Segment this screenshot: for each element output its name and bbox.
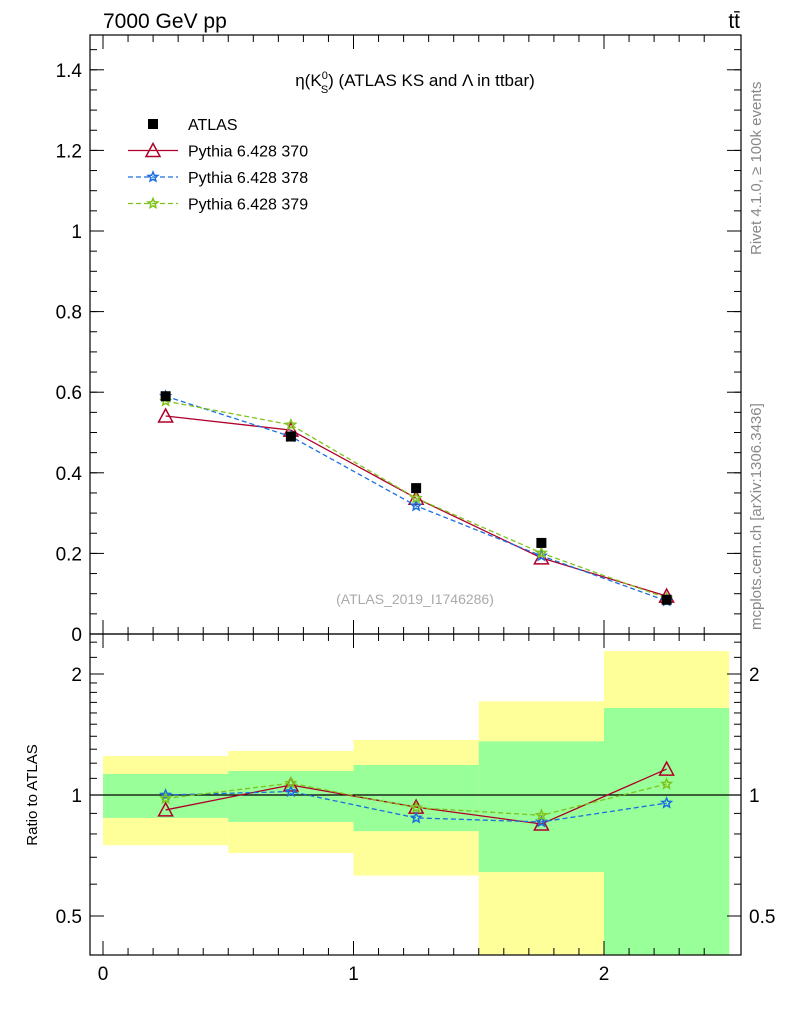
ratio-point [534,808,548,821]
data-point [409,498,423,512]
legend-label: Pythia 6.428 370 [188,144,308,161]
ratio-y-tick-label: 2 [749,665,760,686]
data-point [284,417,298,431]
ratio-point [658,760,675,776]
x-tick-label: 1 [348,964,359,985]
y-tick-label: 0.4 [56,464,83,485]
ratio-band-inner [478,741,604,873]
legend-marker [148,119,158,129]
x-tick-label: 2 [599,964,610,985]
ratio-point [660,796,674,809]
y-tick-label: 0.6 [56,383,82,404]
series-line-2 [165,395,667,602]
y-tick-label: 0 [71,625,82,646]
ratio-y-tick-label: 0.5 [56,907,82,928]
y-tick-label: 1 [71,222,82,243]
mcplots-label: mcplots.cern.ch [arXiv:1306.3436] [748,403,765,630]
x-tick-label: 0 [98,964,109,985]
ratio-point [284,776,298,789]
ratio-line-2 [165,790,667,823]
legend-marker [146,170,160,183]
ratio-point [409,810,423,824]
data-point [409,491,423,504]
ratio-line-3 [165,782,667,816]
atlas-data-point [536,537,547,548]
y-tick-label: 0.8 [56,303,82,324]
energy-label: 7000 GeV pp [103,10,227,33]
ratio-point [284,784,298,798]
chart-title: η(K0 S) (ATLAS KS and Λ in ttbar) [295,70,535,96]
atlas-data-point [661,594,672,605]
series-line-3 [165,400,667,599]
y-tick-label: 1.2 [56,141,82,162]
ratio-band-inner [604,708,730,955]
atlas-data-point [285,431,296,442]
legend-label: Pythia 6.428 379 [188,197,308,214]
ratio-point [157,801,174,817]
process-label: tt̄ [728,10,740,33]
data-point [534,546,548,559]
ratio-point [159,788,173,801]
legend-label: ATLAS [188,117,238,134]
ratio-ylabel: Ratio to ATLAS [24,744,41,845]
atlas-data-point [411,483,422,494]
ratio-point [533,815,550,831]
ratio-y-tick-label: 0.5 [749,907,775,928]
rivet-label: Rivet 4.1.0, ≥ 100k events [748,82,765,255]
data-point [534,548,548,562]
atlas-data-point [160,391,171,402]
data-point [157,407,174,423]
ratio-y-tick-label: 1 [749,786,760,807]
y-tick-label: 0.2 [56,544,82,565]
analysis-label: (ATLAS_2019_I1746286) [336,591,494,607]
ratio-band-inner [353,764,479,832]
ratio-point [159,791,173,805]
ratio-point [409,800,423,814]
ratio-y-tick-label: 2 [71,665,82,686]
ratio-point [660,777,674,790]
legend-label: Pythia 6.428 378 [188,170,308,187]
ratio-y-tick-label: 1 [71,786,82,807]
ratio-band-inner [103,773,229,818]
y-tick-label: 1.4 [56,61,83,82]
legend-marker [144,141,162,158]
legend-marker [146,196,160,210]
